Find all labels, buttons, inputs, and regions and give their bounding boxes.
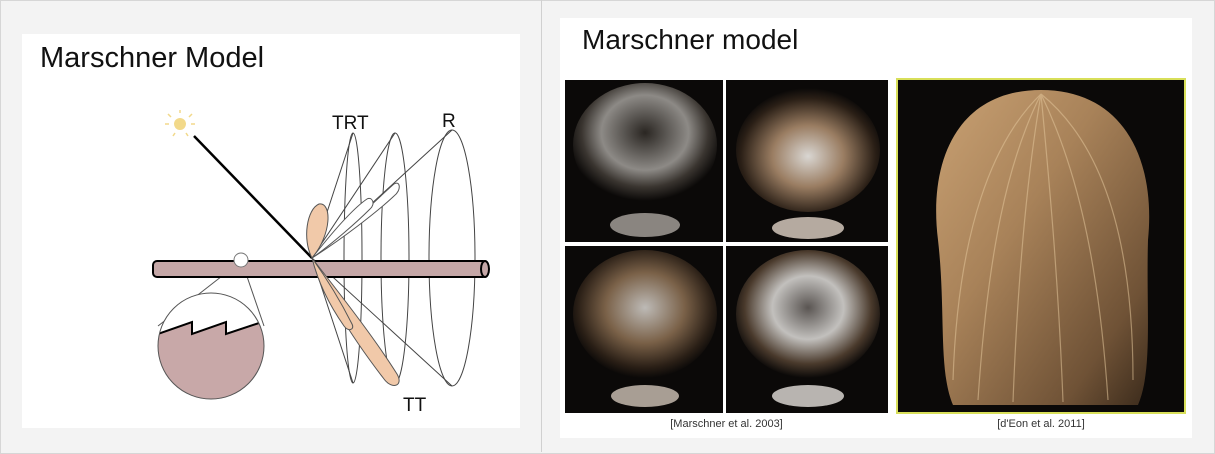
reflection-lobes <box>306 182 400 386</box>
label-r: R <box>442 111 456 132</box>
right-panel-title: Marschner model <box>582 24 799 55</box>
cone-mid-ellipse <box>380 132 410 384</box>
caption-marschner: [Marschner et al. 2003] <box>670 418 783 430</box>
incident-ray <box>193 135 313 259</box>
label-tt: TT <box>403 395 427 416</box>
lobe-trt <box>306 203 329 259</box>
marschner-diagram: TRT R TT <box>152 110 490 416</box>
cone-r-ellipse <box>428 129 476 387</box>
caption-deon: [d'Eon et al. 2011] <box>997 418 1085 430</box>
zoom-source-circle <box>233 252 249 268</box>
render-top-right <box>726 80 888 242</box>
render-bottom-left <box>565 246 723 413</box>
light-source-icon <box>165 110 195 137</box>
label-trt: TRT <box>332 113 369 134</box>
render-bottom-right <box>726 246 888 413</box>
right-panel: Marschner model <box>560 18 1192 438</box>
render-top-left <box>565 80 723 242</box>
render-deon <box>896 78 1186 414</box>
panel-divider <box>541 0 542 452</box>
left-panel: Marschner Model <box>22 34 520 428</box>
scattering-cones <box>311 129 476 387</box>
left-panel-title: Marschner Model <box>40 42 265 74</box>
